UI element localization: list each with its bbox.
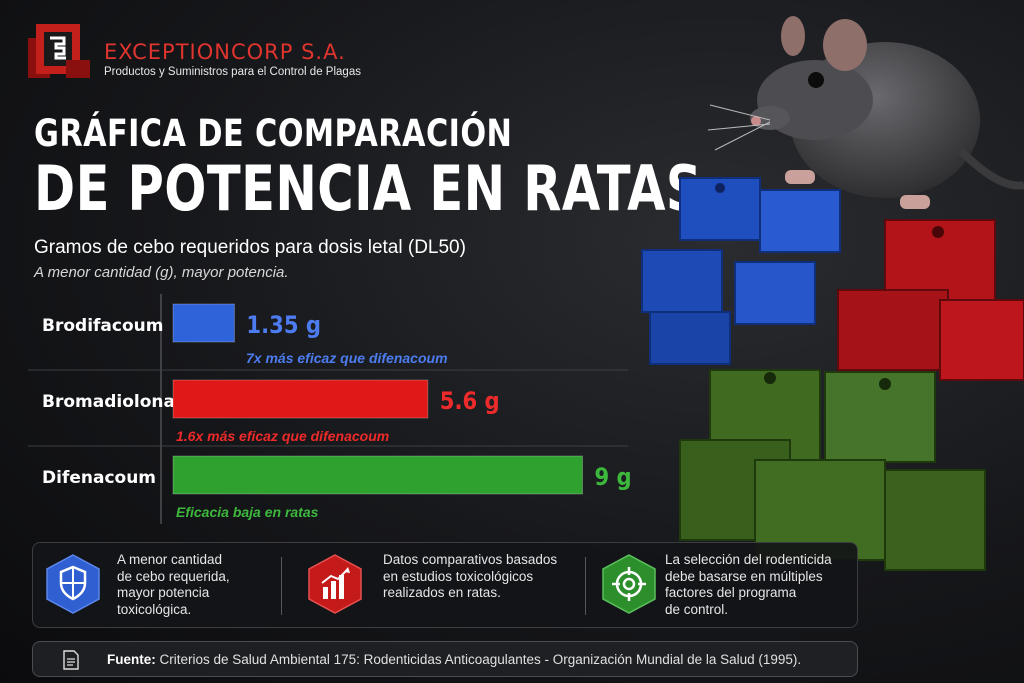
category-label: Difenacoum [42,468,156,488]
brand-tagline: Productos y Suministros para el Control … [104,66,361,78]
red-bait-blocks [837,219,1024,381]
source-text: Fuente: Criterios de Salud Ambiental 175… [107,652,802,667]
info-item-selection: La selección del rodenticida debe basarse… [593,543,859,629]
rat-image [707,16,1024,209]
page-title-line2: DE POTENCIA EN RATAS [34,152,703,225]
info-text-selection: La selección del rodenticida debe basarse… [665,552,832,617]
bar-brodifacoum [172,303,235,343]
company-logo [28,24,90,78]
page-title-line1: GRÁFICA DE COMPARACIÓN [34,112,513,155]
category-label: Bromadiolona [42,392,175,412]
bar-annotation: 7x más eficaz que difenacoum [246,350,448,366]
bar-difenacoum [172,455,583,495]
info-item-potency: A menor cantidad de cebo requerida, mayor… [33,543,283,629]
chart-subtitle: Gramos de cebo requeridos para dosis let… [34,237,466,258]
blue-bait-blocks [641,177,841,365]
shield-icon [46,554,100,614]
info-item-data: Datos comparativos basados en estudios to… [295,543,585,629]
value-label: 1.35 g [246,312,321,340]
chart-note: A menor cantidad (g), mayor potencia. [34,264,289,281]
bar-bromadiolona [172,379,429,419]
source-footer: Fuente: Criterios de Salud Ambiental 175… [32,641,858,677]
info-panel: A menor cantidad de cebo requerida, mayor… [32,542,858,628]
bar-chart: Brodifacoum 1.35 g 7x más eficaz que difen… [28,294,632,524]
bar-annotation: Eficacia baja en ratas [176,504,319,520]
green-bait-blocks [679,369,986,571]
bar-chart-icon [308,554,362,614]
divider [281,557,282,615]
info-text-potency: A menor cantidad de cebo requerida, mayor… [117,552,230,617]
bar-annotation: 1.6x más eficaz que difenacoum [176,428,389,444]
document-icon [63,650,79,670]
category-label: Brodifacoum [42,316,163,336]
brand-name: EXCEPTIONCORP S.A. [104,40,346,64]
divider [585,557,586,615]
target-icon [602,554,656,614]
value-label: 9 g [595,464,632,492]
value-label: 5.6 g [440,388,500,416]
info-text-data: Datos comparativos basados en estudios to… [383,552,558,600]
rat-and-bait-illustration [641,16,1024,571]
